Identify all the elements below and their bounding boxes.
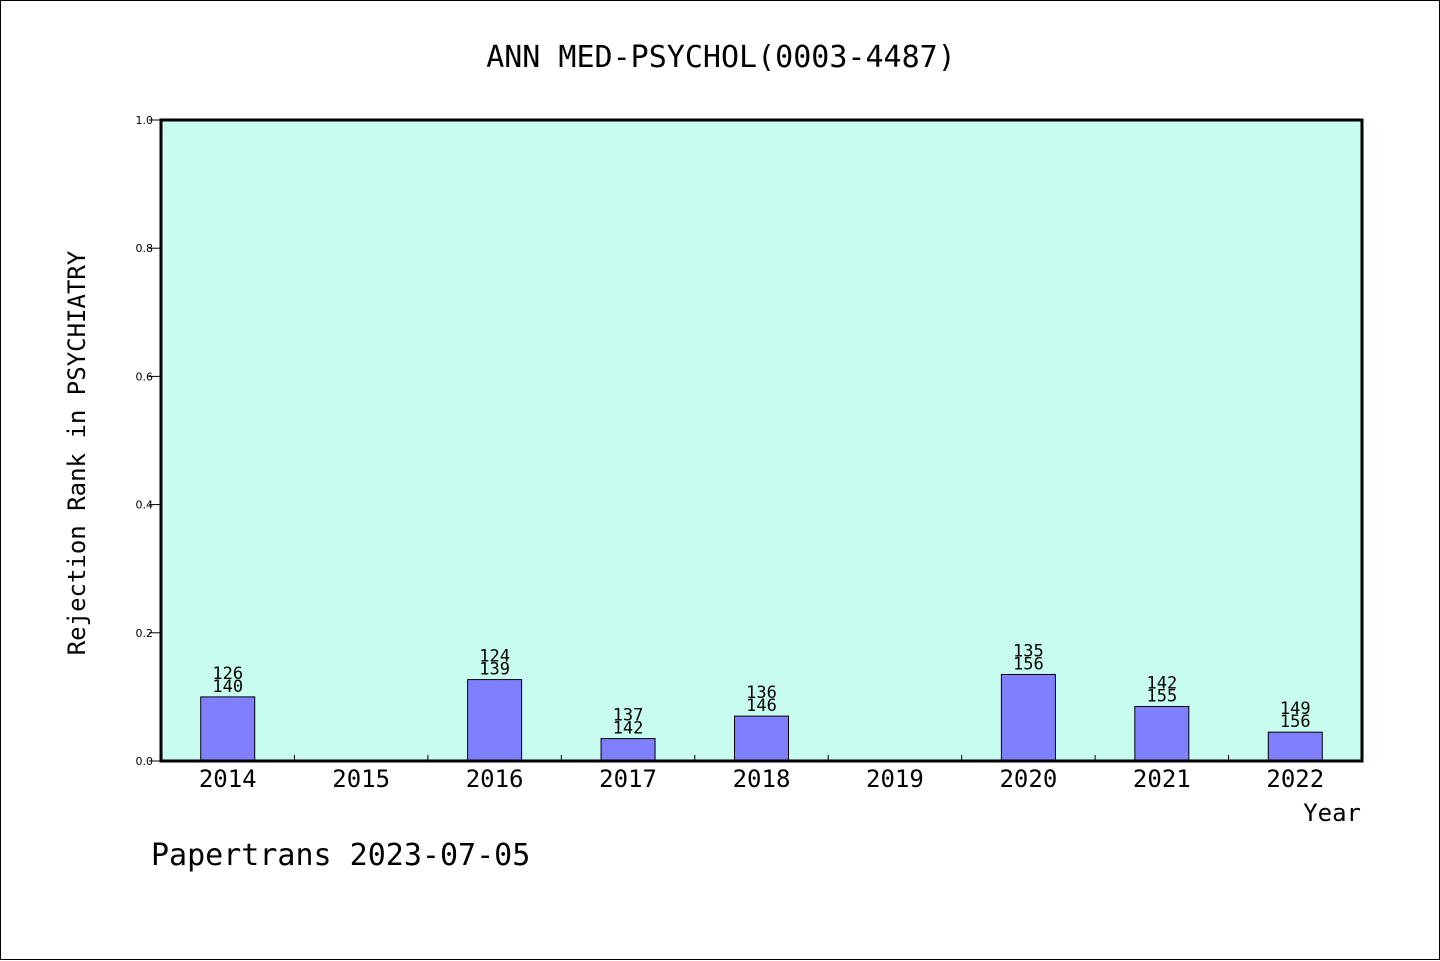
footer-credit: Papertrans 2023-07-05 (151, 838, 530, 873)
y-tick-label: 0.6 (136, 370, 154, 383)
x-tick-label: 2016 (466, 765, 524, 793)
chart-title: ANN MED-PSYCHOL(0003-4487) (486, 40, 956, 75)
plot-area (161, 120, 1362, 761)
bar-label-bottom: 142 (613, 719, 644, 739)
x-tick-label: 2022 (1266, 765, 1324, 793)
bar-label-top: 136 (746, 683, 777, 703)
bar-label-top: 149 (1280, 699, 1311, 719)
bar-label-top: 137 (613, 706, 644, 726)
y-tick-label: 0.0 (136, 755, 154, 768)
x-tick-label: 2014 (199, 765, 257, 793)
x-tick-label: 2018 (733, 765, 791, 793)
bar (1267, 731, 1323, 762)
x-tick-label: 2017 (599, 765, 657, 793)
bar-label-top: 124 (479, 647, 510, 667)
bar-label-top: 142 (1146, 674, 1177, 694)
x-tick-label: 2019 (866, 765, 924, 793)
bars-group: 1261401241391371421361461351561421551491… (200, 641, 1323, 762)
x-tick-label: 2021 (1133, 765, 1191, 793)
y-axis-label: Rejection Rank in PSYCHIATRY (63, 250, 91, 655)
plot-border (159, 118, 1364, 763)
y-tick-label: 1.0 (136, 114, 154, 127)
x-ticks-group: 2014 2015 2016 2017 2018 2019 2020 2021 2022 (199, 755, 1324, 793)
bar-label-bottom: 146 (746, 696, 777, 716)
y-ticks-group: 0.0 0.2 0.4 0.6 0.8 1.0 (136, 114, 161, 768)
x-tick-label: 2015 (332, 765, 390, 793)
bar (1134, 706, 1190, 762)
x-tick-label: 2020 (999, 765, 1057, 793)
bar (734, 715, 789, 762)
y-tick-label: 0.4 (136, 499, 154, 512)
bar-label-bottom: 156 (1013, 654, 1044, 674)
bar-label-top: 135 (1013, 641, 1044, 661)
y-tick-label: 0.2 (136, 627, 154, 640)
bar (200, 696, 256, 762)
bar (467, 679, 523, 762)
bar-label-bottom: 139 (479, 660, 510, 680)
bar (600, 738, 656, 762)
bar-label-bottom: 156 (1280, 712, 1311, 732)
y-tick-label: 0.8 (136, 242, 154, 255)
bar (1000, 673, 1056, 762)
bar-label-bottom: 140 (212, 677, 243, 697)
bar-label-top: 126 (212, 664, 243, 684)
bar-label-bottom: 155 (1146, 687, 1177, 707)
x-axis-label: Year (1303, 799, 1361, 827)
